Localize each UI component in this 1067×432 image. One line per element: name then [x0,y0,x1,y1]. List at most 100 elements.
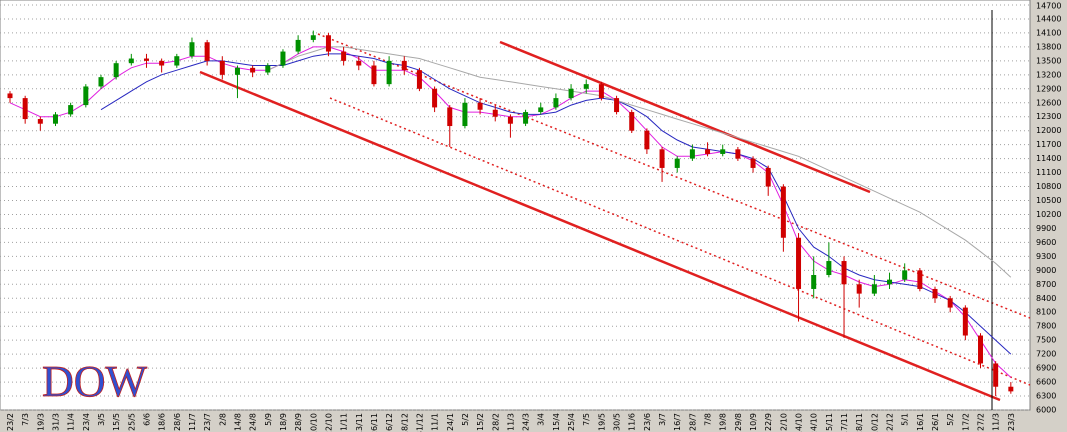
x-tick-label: 14/10 [795,413,804,432]
x-tick-label: 13/11 [355,413,364,432]
y-tick-label: 7500 [1036,336,1056,345]
x-tick-label: 15/4 [552,413,561,431]
candle-body [523,112,529,124]
candle-body [295,39,301,52]
x-tick-label: 15/5 [112,413,121,431]
candle-body [7,93,13,99]
x-tick-label: 10/9 [749,413,758,431]
candle-body [432,88,438,108]
y-tick-label: 9900 [1036,224,1056,233]
candle-body [826,261,832,275]
candle-body [234,67,240,75]
x-tick-label: 7/3 [21,413,30,426]
y-tick-label: 10200 [1036,210,1061,219]
x-tick-label: 19/3 [36,413,45,431]
candle-body [83,86,89,106]
candle-body [68,105,74,115]
candle-body [583,84,589,89]
x-tick-label: 17/11 [840,413,849,432]
x-tick-label: 11/6 [628,413,637,431]
y-tick-label: 10500 [1036,196,1061,205]
x-tick-label: 16/1 [916,413,925,431]
candle-body [356,60,362,66]
candle-body [250,67,256,73]
y-tick-label: 14700 [1036,2,1061,11]
candle-body [52,114,58,124]
candle-body [978,335,984,364]
candle-body [932,288,938,299]
y-tick-label: 13500 [1036,56,1061,65]
x-tick-label: 23/6 [643,413,652,431]
x-tick-label: 27/2 [977,413,986,431]
candle-body [265,65,271,73]
candle-body [310,35,316,40]
x-tick-label: 24/10 [810,413,819,432]
y-tick-label: 11100 [1036,168,1061,177]
candle-body [674,158,680,168]
candle-body [113,63,119,78]
x-tick-label: 5/2 [461,413,470,426]
y-tick-label: 14400 [1036,14,1061,23]
x-tick-label: 28/6 [173,413,182,431]
candle-body [962,307,968,336]
x-tick-label: 25/4 [567,413,576,431]
candle-body [507,116,513,124]
candle-body [371,65,377,85]
x-tick-label: 11/3 [506,413,515,431]
x-tick-label: 11/3 [992,413,1001,431]
x-tick-label: 24/3 [522,413,531,431]
y-tick-label: 8400 [1036,294,1056,303]
x-tick-label: 3/5 [97,413,106,426]
x-tick-label: 10/10 [309,413,318,432]
y-tick-label: 12000 [1036,126,1061,135]
candle-body [553,98,559,108]
y-tick-label: 6600 [1036,378,1056,387]
candle-body [538,107,544,113]
candle-body [750,158,756,168]
candle-body [856,284,862,294]
candle-body [447,107,453,127]
x-tick-label: 5/1 [901,413,910,426]
candle-body [174,56,180,66]
candle-body [993,363,999,387]
candle-body [219,60,225,75]
moving-average [267,46,1012,278]
x-tick-label: 11/4 [67,413,76,431]
candle-body [689,149,695,159]
candle-body [462,102,468,127]
x-tick-label: 24/1 [446,413,455,431]
y-tick-label: 12900 [1036,84,1061,93]
x-tick-label: 17/2 [961,413,970,431]
candle-body [401,60,407,71]
x-tick-label: 18/12 [400,413,409,432]
x-tick-label: 28/7 [688,413,697,431]
x-tick-label: 18/9 [279,413,288,431]
candle-body [659,149,665,168]
candle-body [629,112,635,131]
candle-body [947,298,953,308]
candle-body [841,261,847,285]
x-tick-label: 5/11 [825,413,834,431]
candle-body [98,77,104,87]
x-tick-label: 28/11 [855,413,864,432]
candle-body [386,60,392,85]
x-tick-label: 2/10 [779,413,788,431]
candle-body [128,58,134,64]
channel-lower [199,70,1001,402]
x-tick-label: 1/11 [340,413,349,431]
candle-body [917,270,923,289]
x-tick-label: 28/9 [294,413,303,431]
x-tick-label: 31/12 [415,413,424,432]
trend-lines [199,33,1031,402]
moving-average [100,53,1012,355]
candle-body [705,149,711,154]
y-tick-label: 10800 [1036,182,1061,191]
channel-mid [329,97,1031,386]
x-tick-label: 29/8 [734,413,743,431]
y-tick-label: 9600 [1036,238,1056,247]
candle-body [280,51,286,66]
candle-body [887,279,893,285]
x-tick-label: 18/6 [158,413,167,431]
y-tick-label: 6900 [1036,364,1056,373]
x-tick-label: 5/2 [946,413,955,426]
